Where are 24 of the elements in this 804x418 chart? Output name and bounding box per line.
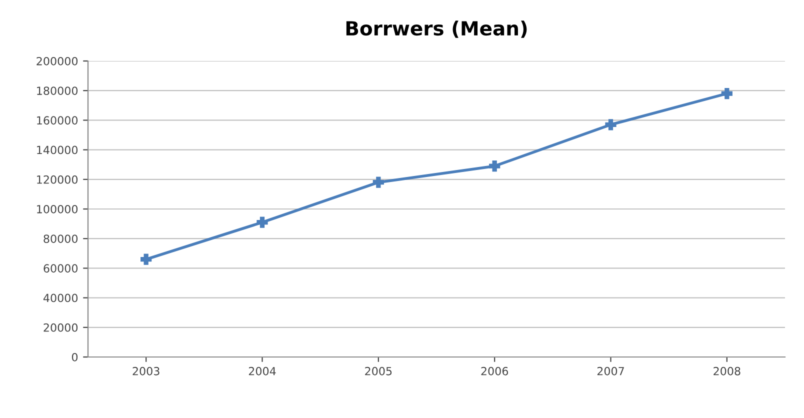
point <box>140 254 152 265</box>
x-tick-label: 2008 <box>714 366 740 376</box>
chart-title: Borrwers (Mean) <box>346 20 527 38</box>
point <box>489 160 500 172</box>
y-tick-label: 100000 <box>37 204 78 214</box>
x-tick-label: 2003 <box>132 366 160 376</box>
point <box>256 216 268 228</box>
y-tick-label: 20000 <box>44 323 78 332</box>
y-tick-label: 80000 <box>44 234 78 243</box>
y-tick-label: 0 <box>72 352 78 362</box>
x-tick-label: 2006 <box>481 366 508 376</box>
y-tick-label: 60000 <box>44 264 78 273</box>
x-tick-label: 2005 <box>365 366 392 376</box>
x-tick-label: 2004 <box>248 366 276 376</box>
point <box>372 176 384 188</box>
point <box>605 119 616 130</box>
y-tick-label: 200000 <box>36 56 78 66</box>
point <box>721 88 732 100</box>
y-tick-label: 180000 <box>37 86 78 95</box>
y-tick-label: 140000 <box>37 146 78 154</box>
x-tick-label: 2007 <box>597 366 624 376</box>
y-tick-label: 40000 <box>43 294 78 302</box>
y-tick-label: 160000 <box>37 116 78 125</box>
y-tick-label: 120000 <box>37 175 78 184</box>
